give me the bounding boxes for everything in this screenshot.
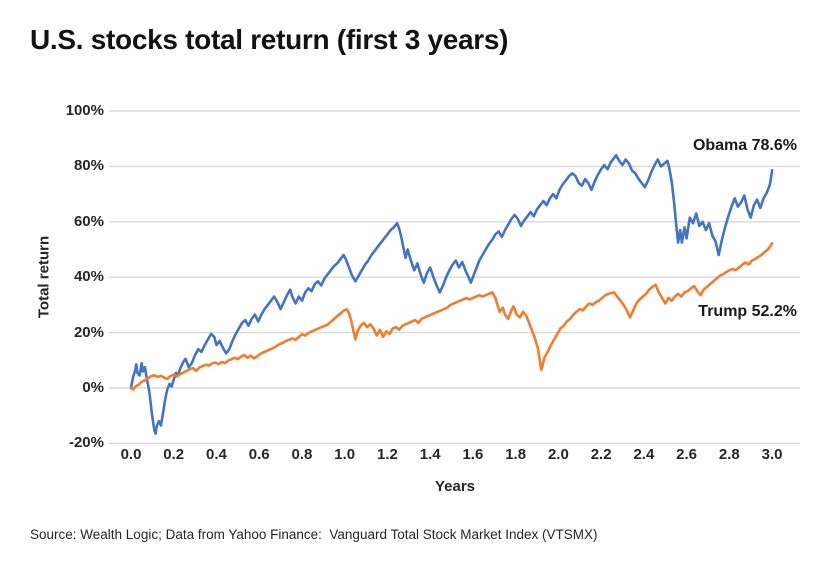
y-tick-label: 100% <box>65 102 104 119</box>
trump-line <box>129 242 774 391</box>
y-tick-label: 40% <box>73 268 104 286</box>
x-tick-label: 1.8 <box>505 446 527 463</box>
y-axis-title: Total return <box>35 235 53 319</box>
x-tick-label: 1.2 <box>377 446 398 463</box>
x-tick-label: 2.8 <box>718 446 740 463</box>
x-tick-label: 2.0 <box>547 446 569 463</box>
obama-series-label: Obama 78.6% <box>692 137 797 154</box>
x-tick-label: 0.2 <box>163 446 185 463</box>
x-tick-label: 0.6 <box>248 446 270 463</box>
x-tick-label: 2.6 <box>676 446 698 463</box>
x-tick-label: 1.0 <box>334 446 356 463</box>
trump-series-label: Trump 52.2% <box>698 303 797 320</box>
x-tick-label: 2.4 <box>633 446 655 463</box>
x-axis-title: Years <box>434 478 476 495</box>
x-tick-label: 1.6 <box>462 446 484 463</box>
y-tick-label: -20% <box>68 434 104 452</box>
y-tick-label: 20% <box>73 323 104 341</box>
x-tick-label: 2.2 <box>590 446 612 463</box>
y-tick-label: 60% <box>73 212 104 230</box>
obama-line <box>129 154 774 436</box>
x-tick-label: 0.4 <box>206 446 227 463</box>
x-tick-label: 3.0 <box>761 446 783 463</box>
source-attribution: Source: Wealth Logic; Data from Yahoo Fi… <box>30 527 598 542</box>
x-tick-label: 0.0 <box>120 446 142 463</box>
y-tick-label: 0% <box>82 379 104 396</box>
x-tick-label: 1.4 <box>419 446 441 463</box>
y-tick-label: 80% <box>73 157 104 175</box>
chart-title: U.S. stocks total return (first 3 years) <box>30 24 509 55</box>
x-tick-label: 0.8 <box>291 446 313 463</box>
